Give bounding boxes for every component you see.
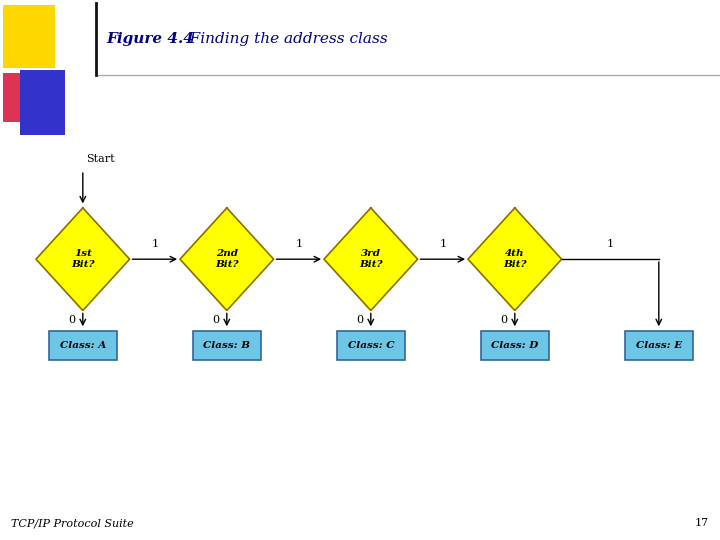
Text: 0: 0 (500, 315, 508, 325)
Text: Figure 4.4: Figure 4.4 (107, 32, 194, 46)
Text: 1st
Bit?: 1st Bit? (71, 249, 94, 269)
Text: 17: 17 (695, 518, 709, 528)
Polygon shape (180, 208, 274, 310)
FancyBboxPatch shape (3, 5, 55, 68)
FancyBboxPatch shape (49, 330, 117, 361)
FancyBboxPatch shape (20, 70, 65, 135)
Text: 1: 1 (295, 239, 302, 249)
Text: 1: 1 (151, 239, 158, 249)
Text: 0: 0 (68, 315, 76, 325)
Polygon shape (36, 208, 130, 310)
Text: Class: E: Class: E (636, 341, 682, 350)
Text: 1: 1 (439, 239, 446, 249)
Text: Class: D: Class: D (491, 341, 539, 350)
FancyBboxPatch shape (193, 330, 261, 361)
Text: Class: C: Class: C (348, 341, 394, 350)
Text: 3rd
Bit?: 3rd Bit? (359, 249, 382, 269)
Polygon shape (468, 208, 562, 310)
Text: Finding the address class: Finding the address class (175, 32, 387, 46)
FancyBboxPatch shape (481, 330, 549, 361)
Text: Class: A: Class: A (60, 341, 106, 350)
Text: TCP/IP Protocol Suite: TCP/IP Protocol Suite (11, 518, 133, 528)
FancyBboxPatch shape (3, 73, 40, 122)
Text: 2nd
Bit?: 2nd Bit? (215, 249, 238, 269)
Text: 0: 0 (212, 315, 220, 325)
Polygon shape (324, 208, 418, 310)
Text: 4th
Bit?: 4th Bit? (503, 249, 526, 269)
Text: 1: 1 (607, 239, 613, 249)
Text: Start: Start (86, 153, 115, 164)
FancyBboxPatch shape (625, 330, 693, 361)
Text: 0: 0 (356, 315, 364, 325)
FancyBboxPatch shape (337, 330, 405, 361)
Text: Class: B: Class: B (203, 341, 251, 350)
